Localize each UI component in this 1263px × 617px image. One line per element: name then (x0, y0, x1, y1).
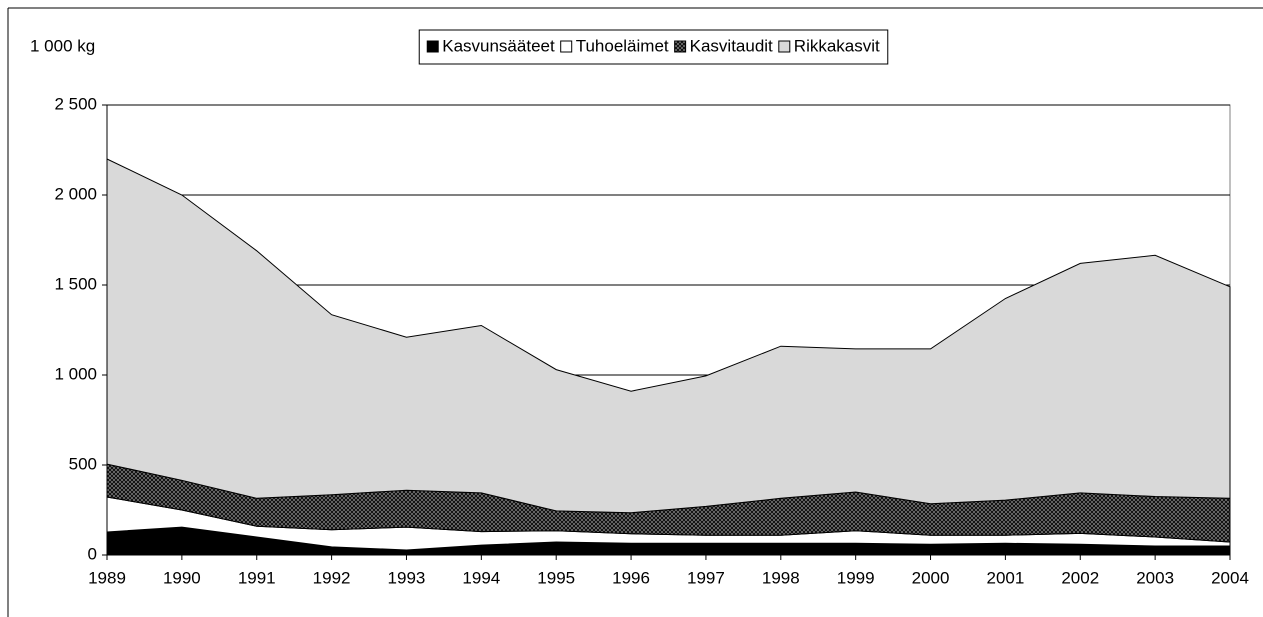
x-tick-label: 2004 (1211, 568, 1249, 587)
legend-label: Tuhoeläimet (576, 36, 669, 55)
x-tick-label: 2002 (1061, 568, 1099, 587)
x-tick-label: 1989 (88, 568, 126, 587)
x-tick-label: 1990 (163, 568, 201, 587)
x-tick-label: 1998 (762, 568, 800, 587)
x-tick-label: 2000 (912, 568, 950, 587)
legend-swatch (674, 40, 687, 53)
y-tick-label: 2 500 (54, 94, 97, 113)
y-tick-label: 2 000 (54, 184, 97, 203)
y-tick-label: 1 000 (54, 364, 97, 383)
legend-label: Kasvunsääteet (442, 36, 555, 55)
legend-swatch (560, 40, 573, 53)
legend-swatch (426, 40, 439, 53)
legend-label: Rikkakasvit (794, 36, 880, 55)
x-tick-label: 2001 (986, 568, 1024, 587)
legend-label: Kasvitaudit (690, 36, 773, 55)
y-tick-label: 1 500 (54, 274, 97, 293)
legend (418, 29, 889, 65)
x-tick-label: 1995 (537, 568, 575, 587)
x-tick-label: 1996 (612, 568, 650, 587)
y-tick-label: 0 (88, 544, 97, 563)
x-tick-label: 1994 (462, 568, 500, 587)
x-tick-label: 1993 (388, 568, 426, 587)
y-tick-label: 500 (69, 454, 97, 473)
area (106, 158, 1231, 514)
legend-swatch (778, 40, 791, 53)
x-tick-label: 1991 (238, 568, 276, 587)
x-tick-label: 2003 (1136, 568, 1174, 587)
x-tick-label: 1997 (687, 568, 725, 587)
x-tick-label: 1999 (837, 568, 875, 587)
x-tick-label: 1992 (313, 568, 351, 587)
y-axis-label: 1 000 kg (30, 36, 95, 55)
